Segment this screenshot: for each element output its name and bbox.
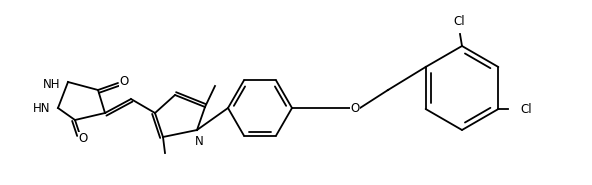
Text: NH: NH	[43, 78, 60, 90]
Text: N: N	[195, 135, 204, 148]
Text: HN: HN	[33, 102, 50, 115]
Text: O: O	[78, 132, 88, 145]
Text: Cl: Cl	[520, 102, 532, 115]
Text: O: O	[350, 102, 359, 115]
Text: O: O	[120, 75, 128, 88]
Text: Cl: Cl	[453, 15, 465, 28]
